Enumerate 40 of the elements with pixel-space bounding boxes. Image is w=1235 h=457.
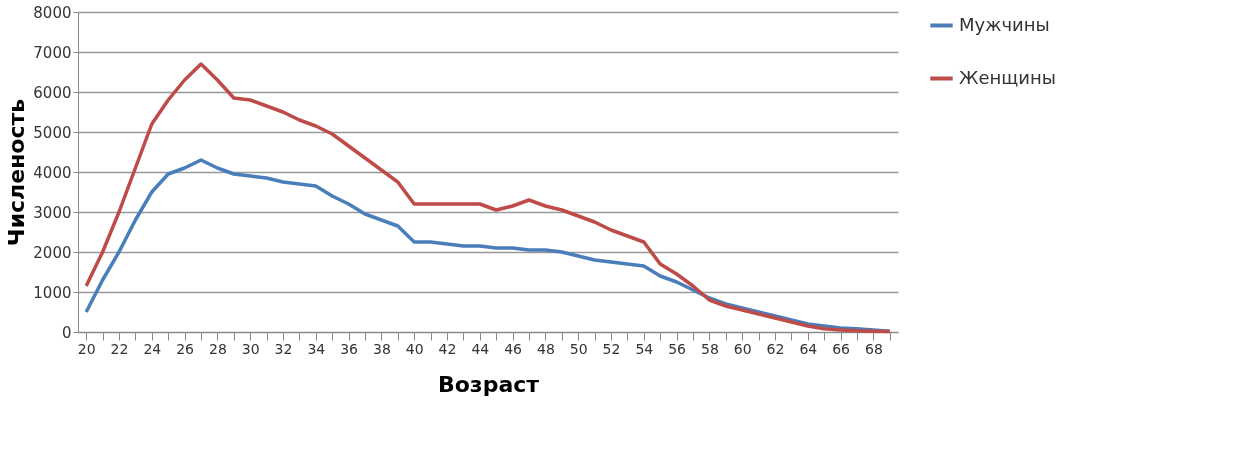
x-tick-label: 38 (372, 340, 391, 357)
x-tick-label: 36 (340, 340, 359, 357)
legend-label: Мужчины (959, 13, 1050, 35)
x-tick-label: 26 (176, 340, 195, 357)
line-series (84, 158, 892, 333)
x-tick-label: 24 (143, 340, 162, 357)
y-tick-label: 7000 (33, 43, 72, 62)
x-tick-label: 46 (504, 340, 523, 357)
x-tick-label: 30 (241, 340, 260, 357)
x-tick-label: 60 (733, 340, 752, 357)
x-tick-label: 20 (77, 340, 96, 357)
y-tick-label: 4000 (33, 163, 72, 182)
x-tick-label: 28 (208, 340, 227, 357)
x-tick-label: 50 (569, 340, 588, 357)
y-tick-label: 2000 (33, 243, 72, 262)
x-tick-label: 44 (471, 340, 490, 357)
y-tick-label: 8000 (33, 3, 72, 22)
y-tick-label: 1000 (33, 283, 72, 302)
y-tick-label: 5000 (33, 123, 72, 142)
x-tick-label: 62 (766, 340, 785, 357)
x-tick-label: 68 (864, 340, 883, 357)
x-tick-label: 48 (536, 340, 555, 357)
y-tick-label: 6000 (33, 83, 72, 102)
x-tick-label: 40 (405, 340, 424, 357)
y-tick-label: 3000 (33, 203, 72, 222)
x-tick-label: 64 (799, 340, 818, 357)
x-tick-label: 52 (602, 340, 621, 357)
x-tick-label: 42 (438, 340, 457, 357)
line-series (84, 62, 892, 334)
x-tick-label: 56 (668, 340, 687, 357)
legend-label: Женщины (959, 66, 1056, 88)
y-tick-label: 0 (61, 323, 72, 342)
x-tick-label: 58 (700, 340, 719, 357)
y-axis-title: Численость (4, 98, 30, 247)
x-tick-label: 34 (307, 340, 326, 357)
x-tick-label: 32 (274, 340, 293, 357)
x-tick-label: 22 (110, 340, 129, 357)
x-tick-label: 54 (635, 340, 654, 357)
x-tick-label: 66 (832, 340, 851, 357)
x-axis-title: Возраст (437, 371, 540, 397)
